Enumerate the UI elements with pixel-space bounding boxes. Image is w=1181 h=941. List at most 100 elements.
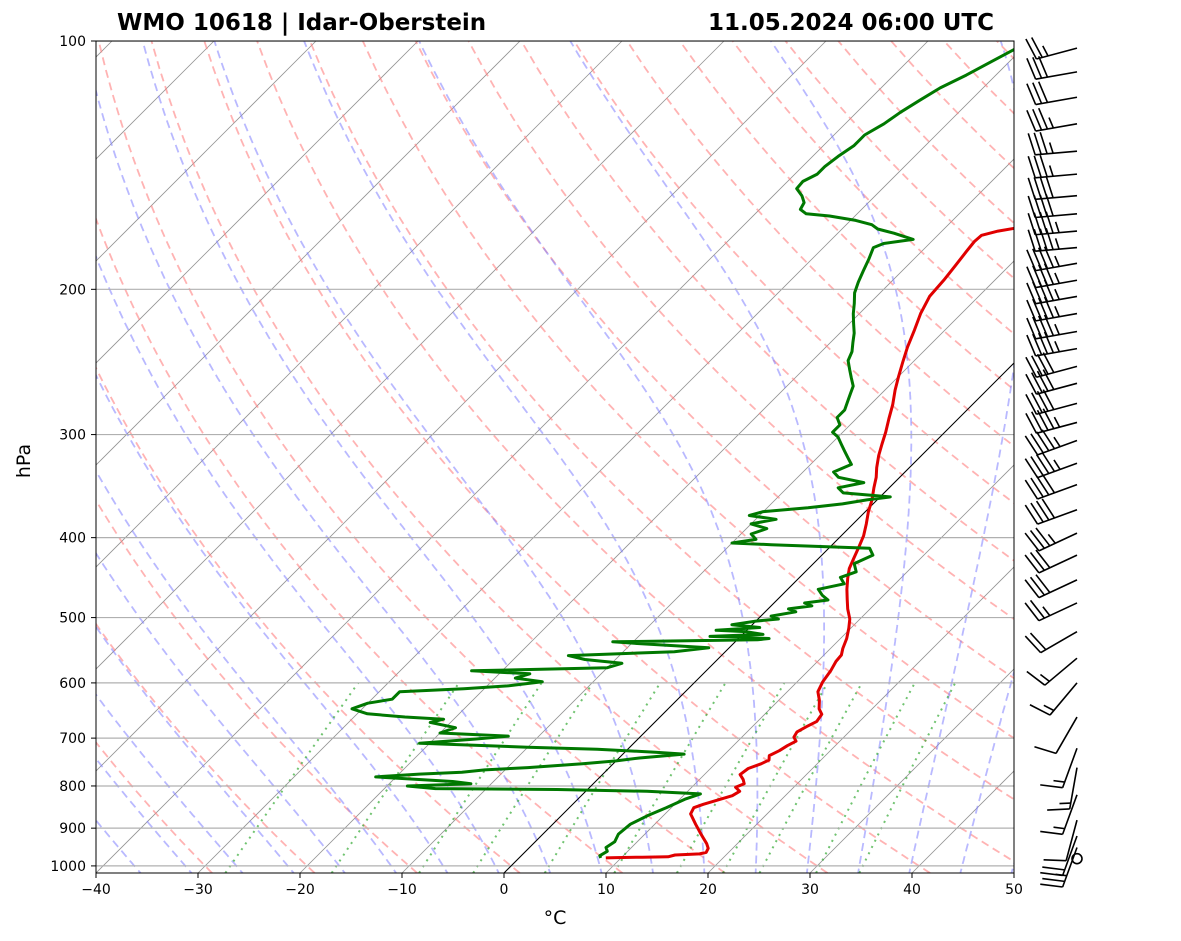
moist-adiabat-line	[141, 41, 603, 873]
mixing-ratio-line	[330, 682, 460, 873]
wind-barb	[1029, 682, 1078, 716]
dry-adiabat-line	[96, 216, 623, 873]
dry-adiabat-line	[573, 41, 1014, 505]
isotherm-line	[96, 41, 521, 466]
wind-barb	[1040, 835, 1078, 877]
wind-barb	[1025, 369, 1078, 395]
y-tick-label: 700	[59, 731, 86, 747]
dry-adiabat-line	[96, 498, 418, 873]
mixing-ratio-line	[676, 682, 786, 873]
mixing-ratio-line	[858, 682, 957, 873]
chart-title-station: WMO 10618 | Idar-Oberstein	[117, 10, 486, 36]
y-tick-label: 400	[59, 531, 86, 547]
pressure-gridlines	[96, 41, 1014, 867]
wind-barb	[1024, 549, 1078, 574]
mixing-ratio-line	[722, 682, 829, 873]
mixing-ratio-line	[472, 682, 594, 873]
wind-barb	[1024, 498, 1078, 525]
y-tick-label: 1000	[50, 859, 86, 875]
wind-barb	[1024, 527, 1078, 552]
wind-barb	[1026, 314, 1078, 340]
wind-barb	[1025, 352, 1078, 379]
isotherm-line	[96, 41, 317, 262]
mixing-ratio-line	[758, 682, 863, 873]
dry-adiabat-line	[203, 41, 931, 873]
isotherm-line	[299, 158, 1014, 873]
isotherm-line	[197, 56, 1014, 873]
wind-barb	[1024, 599, 1078, 622]
mixing-ratio-line	[543, 682, 662, 873]
isotherm-line	[809, 668, 1014, 873]
moist-adiabat-line	[96, 254, 500, 873]
moist-adiabat-line	[303, 41, 706, 873]
x-tick-label: 30	[801, 882, 819, 898]
wind-barb	[1027, 227, 1078, 253]
dry-adiabat-line	[256, 41, 1014, 863]
dry-adiabat-line	[520, 41, 1014, 562]
y-axis-ticks: 100 200 300 400 500 600 700 800 900 1000	[50, 34, 96, 875]
moist-adiabat-line	[418, 41, 759, 873]
wind-barb	[1027, 176, 1078, 201]
wind-barb	[1027, 132, 1078, 156]
wind-barb	[1025, 408, 1078, 435]
dry-adiabat-line	[96, 622, 316, 873]
zero-isotherm	[503, 362, 1014, 873]
x-tick-label: 20	[699, 882, 717, 898]
moist-adiabat-line	[96, 87, 552, 873]
wind-barb	[1024, 473, 1078, 500]
moist-adiabat-line	[96, 551, 346, 873]
x-tick-label: −30	[183, 882, 213, 898]
wind-barb	[1026, 657, 1078, 686]
wind-barb	[1024, 452, 1078, 479]
wind-barb	[1040, 747, 1078, 789]
moist-adiabat-line	[96, 625, 295, 873]
mixing-ratio-line	[815, 682, 916, 873]
isotherm-line	[707, 566, 1014, 873]
y-tick-label: 800	[59, 779, 86, 795]
x-tick-label: 50	[1005, 882, 1023, 898]
dry-adiabat-line	[96, 366, 521, 873]
y-tick-label: 500	[59, 611, 86, 627]
plot-frame	[95, 40, 1015, 874]
wind-barb	[1040, 794, 1078, 836]
x-tick-label: −20	[285, 882, 315, 898]
wind-barbs	[1024, 37, 1083, 888]
zero-degree-isotherm	[503, 362, 1014, 873]
wind-barb	[1024, 574, 1078, 599]
x-axis-label: °C	[544, 907, 567, 929]
x-tick-label: 40	[903, 882, 921, 898]
dewpoint-profile-line	[350, 47, 1014, 859]
isotherm-line	[96, 41, 419, 364]
y-tick-label: 600	[59, 676, 86, 692]
temperature-profile-line	[605, 226, 1014, 860]
background-lines	[96, 41, 1014, 873]
wind-barb	[1043, 819, 1078, 862]
isotherm-line	[96, 41, 623, 568]
isotherm-line	[605, 464, 1014, 873]
wind-barb	[1027, 155, 1078, 179]
wind-barb	[1024, 630, 1078, 654]
y-tick-label: 100	[59, 34, 86, 50]
x-tick-label: −40	[81, 882, 111, 898]
isotherm-line	[96, 41, 827, 772]
moist-adiabat-line	[908, 41, 1014, 873]
y-tick-label: 200	[59, 282, 86, 298]
y-tick-label: 300	[59, 428, 86, 444]
mixing-ratio-line	[224, 682, 360, 873]
wind-barb	[1047, 767, 1078, 811]
mixing-ratio-line	[613, 682, 727, 873]
x-tick-label: 0	[500, 882, 509, 898]
x-tick-label: −10	[387, 882, 417, 898]
profiles	[350, 47, 1014, 860]
wind-barb	[1025, 389, 1078, 416]
isotherm-line	[401, 260, 1014, 873]
moist-adiabat-line	[569, 41, 825, 873]
wind-barb	[1024, 429, 1078, 456]
y-axis-label: hPa	[13, 444, 35, 478]
moist-adiabat-line	[96, 469, 398, 873]
moist-adiabat-line	[770, 41, 913, 873]
chart-title-time: 11.05.2024 06:00 UTC	[708, 10, 994, 36]
wind-barb	[1034, 716, 1078, 755]
